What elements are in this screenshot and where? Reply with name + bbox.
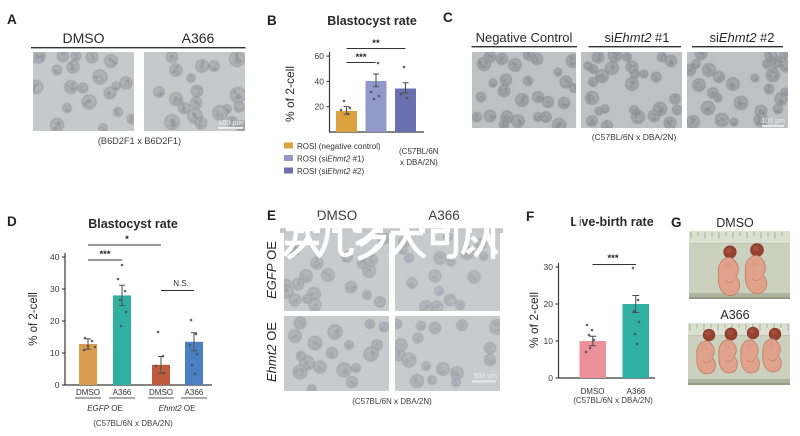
svg-text:x DBA/2N): x DBA/2N) bbox=[400, 158, 438, 167]
svg-text:***: *** bbox=[99, 249, 110, 260]
svg-text:60: 60 bbox=[315, 51, 325, 61]
svg-text:40: 40 bbox=[315, 76, 325, 86]
svg-text:0: 0 bbox=[548, 373, 553, 383]
svg-text:(B6D2F1 x B6D2F1): (B6D2F1 x B6D2F1) bbox=[98, 136, 181, 146]
svg-text:(C57BL/6N x DBA/2N): (C57BL/6N x DBA/2N) bbox=[592, 132, 677, 142]
svg-text:(C57BL/6N: (C57BL/6N bbox=[399, 147, 439, 156]
svg-text:(C57BL/6N x DBA/2N): (C57BL/6N x DBA/2N) bbox=[573, 396, 653, 405]
svg-text:A366: A366 bbox=[182, 30, 215, 46]
svg-text:DMSO: DMSO bbox=[581, 387, 605, 396]
svg-text:D: D bbox=[7, 214, 17, 229]
svg-text:B: B bbox=[267, 13, 277, 28]
svg-text:20: 20 bbox=[50, 316, 60, 326]
svg-text:E: E bbox=[267, 208, 276, 223]
svg-text:Negative Control: Negative Control bbox=[476, 30, 573, 45]
svg-text:Blastocyst rate: Blastocyst rate bbox=[327, 14, 417, 28]
svg-text:C: C bbox=[443, 10, 453, 25]
svg-text:Ehmt2 OE: Ehmt2 OE bbox=[264, 322, 279, 382]
svg-text:100 µm: 100 µm bbox=[218, 118, 243, 127]
svg-text:ROSI (siEhmt2 #1): ROSI (siEhmt2 #1) bbox=[297, 155, 364, 164]
svg-text:***: *** bbox=[607, 253, 618, 264]
svg-text:10: 10 bbox=[50, 348, 60, 358]
svg-text:(C57BL/6N x DBA/2N): (C57BL/6N x DBA/2N) bbox=[352, 397, 432, 406]
svg-text:siEhmt2 #1: siEhmt2 #1 bbox=[604, 30, 669, 45]
svg-text:DMSO: DMSO bbox=[716, 216, 754, 230]
svg-text:40: 40 bbox=[50, 252, 60, 262]
svg-text:(C57BL/6N x DBA/2N): (C57BL/6N x DBA/2N) bbox=[93, 419, 173, 428]
svg-text:*: * bbox=[125, 234, 129, 245]
svg-text:Blastocyst rate: Blastocyst rate bbox=[88, 217, 178, 231]
svg-text:0: 0 bbox=[55, 380, 60, 390]
svg-text:A366: A366 bbox=[185, 388, 204, 397]
svg-text:N.S.: N.S. bbox=[173, 279, 189, 288]
svg-text:**: ** bbox=[372, 38, 380, 49]
svg-text:siEhmt2 #2: siEhmt2 #2 bbox=[709, 30, 774, 45]
svg-text:10: 10 bbox=[544, 336, 554, 346]
svg-text:A366: A366 bbox=[720, 308, 749, 322]
svg-text:500 µm: 500 µm bbox=[474, 373, 498, 380]
svg-text:% of 2-cell: % of 2-cell bbox=[283, 66, 297, 122]
svg-text:ROSI (siEhmt2 #2): ROSI (siEhmt2 #2) bbox=[297, 167, 364, 176]
svg-text:DMSO: DMSO bbox=[317, 208, 358, 223]
svg-text:20: 20 bbox=[544, 299, 554, 309]
svg-text:A366: A366 bbox=[113, 388, 132, 397]
svg-text:A366: A366 bbox=[627, 387, 646, 396]
svg-text:30: 30 bbox=[544, 262, 554, 272]
svg-text:EGFP OE: EGFP OE bbox=[264, 241, 279, 299]
svg-text:30: 30 bbox=[50, 284, 60, 294]
svg-text:% of 2-cell: % of 2-cell bbox=[527, 292, 541, 348]
svg-text:***: *** bbox=[355, 52, 366, 63]
svg-text:A: A bbox=[7, 12, 17, 27]
svg-text:DMSO: DMSO bbox=[76, 388, 100, 397]
svg-text:F: F bbox=[526, 209, 534, 224]
svg-text:DMSO: DMSO bbox=[63, 30, 105, 46]
svg-text:DMSO: DMSO bbox=[149, 388, 173, 397]
svg-text:EGFP OE: EGFP OE bbox=[87, 404, 123, 413]
svg-text:G: G bbox=[671, 215, 682, 230]
svg-text:Ehmt2 OE: Ehmt2 OE bbox=[159, 404, 196, 413]
svg-text:20: 20 bbox=[315, 102, 325, 112]
svg-text:A366: A366 bbox=[428, 208, 460, 223]
svg-text:Live-birth rate: Live-birth rate bbox=[570, 215, 653, 229]
svg-text:% of 2-cell: % of 2-cell bbox=[28, 292, 40, 346]
svg-text:100 µm: 100 µm bbox=[762, 118, 786, 125]
svg-text:ROSI (negative control): ROSI (negative control) bbox=[297, 142, 381, 151]
